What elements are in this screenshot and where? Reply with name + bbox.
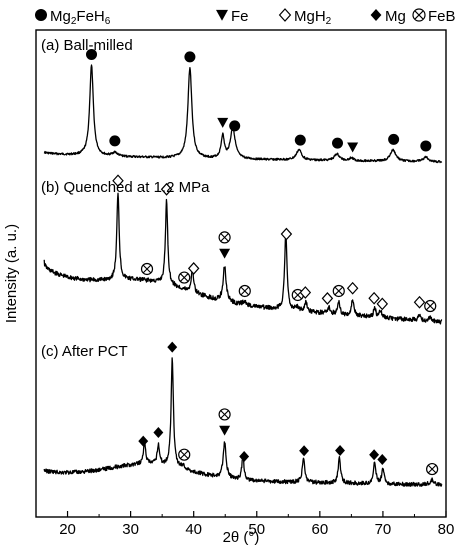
circle-cross-line xyxy=(179,450,189,459)
legend-symbol-diamond-filled xyxy=(370,9,382,21)
marker-diamond-open xyxy=(112,174,124,188)
marker-diamond-open xyxy=(368,291,380,305)
legend-item: Mg2FeH6 xyxy=(35,8,111,27)
x-tick-label: 60 xyxy=(312,521,329,538)
marker-circle-filled xyxy=(109,135,121,147)
legend-label: FeB xyxy=(428,8,456,25)
marker-diamond-open xyxy=(160,182,173,196)
series-label-2: (b) Quenched at 1.2 MPa xyxy=(41,179,210,196)
series-labels: (a) Ball-milled (b) Quenched at 1.2 MPa (c… xyxy=(41,37,210,360)
x-tick-label: 20 xyxy=(59,521,76,538)
circle-cross-line xyxy=(179,273,189,282)
marker-triangle-down-filled xyxy=(219,248,231,259)
marker-triangle-down-filled xyxy=(219,425,231,436)
x-tick-label: 50 xyxy=(248,521,265,538)
marker-diamond-open xyxy=(299,286,312,299)
marker-diamond-filled xyxy=(239,450,250,462)
series-label-1: (a) Ball-milled xyxy=(41,37,133,54)
legend: Mg2FeH6 Fe MgH2 Mg FeB xyxy=(35,8,456,27)
marker-circle-cross xyxy=(218,231,231,244)
circle-cross-line xyxy=(220,410,229,419)
circle-cross-line xyxy=(414,10,424,20)
legend-item: Mg xyxy=(370,8,406,25)
marker-circle-filled xyxy=(229,120,241,132)
marker-diamond-filled xyxy=(377,453,388,465)
legend-symbol-circle-filled xyxy=(35,9,47,21)
trace-3 xyxy=(43,357,443,487)
marker-circle-filled xyxy=(86,48,98,60)
legend-item: MgH2 xyxy=(278,8,332,27)
circle-cross-line xyxy=(334,286,344,296)
legend-label: Mg2FeH6 xyxy=(50,8,111,27)
marker-circle-cross xyxy=(178,448,191,461)
x-axis-ticks: 20 30 40 50 60 70 80 xyxy=(35,511,455,538)
trace-2 xyxy=(43,192,443,325)
marker-diamond-filled xyxy=(167,341,178,353)
marker-triangle-down-filled xyxy=(347,142,359,153)
legend-symbol-circle-cross xyxy=(412,8,426,22)
marker-diamond-open xyxy=(346,281,359,295)
legend-label: MgH2 xyxy=(294,8,332,27)
marker-diamond-open xyxy=(280,227,293,241)
marker-diamond-filled xyxy=(335,444,345,456)
circle-cross-line xyxy=(240,286,250,296)
legend-symbol-triangle-down-filled xyxy=(216,9,228,21)
legend-item: Fe xyxy=(216,8,249,25)
legend-symbol-diamond-open xyxy=(278,8,292,22)
series-label-3: (c) After PCT xyxy=(41,343,128,360)
marker-circle-filled xyxy=(184,51,196,63)
marker-circle-filled xyxy=(388,133,400,145)
marker-circle-filled xyxy=(294,134,306,146)
x-axis-label: 2θ (°) xyxy=(223,529,260,546)
marker-triangle-down-filled xyxy=(217,117,229,128)
legend-item: FeB xyxy=(412,8,456,25)
marker-diamond-filled xyxy=(369,449,380,461)
circle-cross-line xyxy=(220,233,229,242)
marker-diamond-filled xyxy=(138,435,149,447)
circle-cross-line xyxy=(142,264,152,274)
marker-circle-cross xyxy=(238,284,251,298)
x-tick-label: 80 xyxy=(438,521,455,538)
x-tick-label: 70 xyxy=(375,521,392,538)
marker-circle-cross xyxy=(332,284,345,298)
marker-circle-filled xyxy=(420,140,432,152)
marker-circle-cross xyxy=(424,299,437,313)
traces xyxy=(43,64,443,487)
marker-circle-cross xyxy=(426,462,439,476)
circle-cross-line xyxy=(427,464,437,474)
marker-diamond-filled xyxy=(299,445,310,457)
marker-circle-cross xyxy=(140,262,154,276)
trace-1 xyxy=(43,64,443,164)
marker-diamond-open xyxy=(376,297,389,311)
x-tick-label: 40 xyxy=(185,521,202,538)
marker-diamond-open xyxy=(187,262,200,275)
plot-frame xyxy=(35,29,447,518)
legend-label: Mg xyxy=(385,8,406,25)
marker-diamond-open xyxy=(413,295,426,309)
circle-cross-line xyxy=(425,301,435,311)
marker-diamond-filled xyxy=(153,426,164,438)
legend-label: Fe xyxy=(231,8,249,25)
marker-circle-cross xyxy=(218,408,231,421)
x-tick-label: 30 xyxy=(122,521,139,538)
marker-diamond-open xyxy=(321,292,334,305)
marker-circle-filled xyxy=(332,137,344,149)
peak-markers xyxy=(86,48,439,476)
marker-circle-cross xyxy=(178,271,191,284)
y-axis-label: Intensity (a. u.) xyxy=(3,224,20,323)
